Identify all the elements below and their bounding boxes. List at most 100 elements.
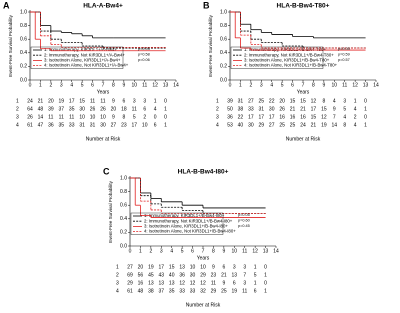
risk-count: 4 bbox=[354, 106, 357, 112]
risk-count: 27 bbox=[248, 98, 254, 104]
risk-row-label: 1 bbox=[16, 98, 19, 104]
risk-count: 8 bbox=[322, 98, 325, 104]
risk-table-label: Number at Risk bbox=[86, 136, 121, 142]
panel: C HLA-B-Bw4-I80+ Event-Free Survival Proba… bbox=[103, 166, 279, 308]
y-tick-label: 0.0 bbox=[120, 243, 127, 249]
risk-count: 17 bbox=[248, 114, 254, 120]
legend-label: 1: Immunotherapy, KIR3DL1+/A-Bw4+ bbox=[44, 47, 117, 52]
risk-count: 15 bbox=[300, 98, 306, 104]
x-tick-label: 11 bbox=[242, 248, 247, 254]
p-value: p=0.57 bbox=[338, 58, 350, 62]
risk-count: 0 bbox=[364, 98, 367, 104]
p-value: p=0.59 bbox=[338, 53, 350, 57]
risk-count: 1 bbox=[364, 106, 367, 112]
risk-count: 9 bbox=[112, 98, 115, 104]
risk-count: 7 bbox=[243, 272, 246, 278]
risk-count: 10 bbox=[200, 264, 206, 270]
risk-count: 24 bbox=[27, 98, 33, 104]
risk-count: 33 bbox=[248, 106, 254, 112]
risk-count: 36 bbox=[179, 272, 185, 278]
x-tick-label: 10 bbox=[232, 248, 238, 254]
risk-count: 31 bbox=[238, 98, 244, 104]
x-tick-label: 7 bbox=[202, 248, 205, 254]
risk-row-label: 4 bbox=[16, 122, 19, 128]
x-tick-label: 3 bbox=[160, 248, 163, 254]
risk-count: 15 bbox=[311, 114, 317, 120]
x-tick-label: 5 bbox=[181, 248, 184, 254]
risk-row-label: 2 bbox=[16, 106, 19, 112]
risk-count: 12 bbox=[200, 280, 206, 286]
risk-count: 11 bbox=[59, 114, 64, 120]
risk-count: 26 bbox=[90, 106, 96, 112]
risk-count: 12 bbox=[321, 114, 327, 120]
panel-label: C bbox=[103, 166, 110, 176]
risk-count: 56 bbox=[138, 272, 144, 278]
risk-count: 21 bbox=[38, 98, 44, 104]
risk-count: 11 bbox=[100, 98, 105, 104]
risk-count: 1 bbox=[164, 122, 167, 128]
x-axis-label: Years bbox=[197, 255, 210, 261]
risk-count: 16 bbox=[300, 114, 306, 120]
risk-count: 22 bbox=[238, 114, 244, 120]
chart-title: HLA-B-Bw4-T80+ bbox=[277, 3, 330, 10]
risk-count: 4 bbox=[333, 98, 336, 104]
panel-label: B bbox=[203, 0, 210, 10]
risk-count: 10 bbox=[142, 122, 148, 128]
y-tick-label: 0.2 bbox=[20, 64, 27, 70]
x-tick-label: 12 bbox=[352, 82, 358, 88]
risk-count: 11 bbox=[242, 288, 247, 294]
legend-label: 2: Immunotherapy, Not KIR3DL1+/B-Bw4-T80… bbox=[244, 52, 334, 57]
risk-count: 19 bbox=[232, 288, 238, 294]
risk-count: 3 bbox=[233, 264, 236, 270]
risk-count: 8 bbox=[343, 122, 346, 128]
risk-count: 37 bbox=[59, 106, 65, 112]
risk-count: 45 bbox=[148, 272, 154, 278]
risk-count: 13 bbox=[159, 280, 165, 286]
risk-count: 38 bbox=[148, 288, 154, 294]
x-tick-label: 12 bbox=[252, 248, 258, 254]
p-value: p=0.05 bbox=[238, 213, 250, 217]
risk-count: 15 bbox=[290, 98, 296, 104]
risk-count: 5 bbox=[133, 114, 136, 120]
y-tick-label: 0.8 bbox=[220, 23, 227, 29]
x-tick-label: 14 bbox=[373, 82, 379, 88]
risk-count: 4 bbox=[154, 106, 157, 112]
risk-count: 30 bbox=[248, 122, 254, 128]
risk-count: 27 bbox=[111, 122, 117, 128]
risk-row-label: 3 bbox=[116, 280, 119, 286]
risk-count: 3 bbox=[243, 280, 246, 286]
risk-count: 0 bbox=[164, 114, 167, 120]
risk-count: 31 bbox=[90, 122, 96, 128]
x-tick-label: 0 bbox=[229, 82, 232, 88]
risk-count: 12 bbox=[190, 280, 196, 286]
risk-count: 38 bbox=[238, 106, 244, 112]
legend-box bbox=[30, 46, 124, 69]
x-tick-label: 10 bbox=[132, 82, 138, 88]
risk-count: 1 bbox=[154, 98, 157, 104]
risk-count: 7 bbox=[333, 114, 336, 120]
risk-count: 20 bbox=[111, 106, 117, 112]
x-tick-label: 8 bbox=[312, 82, 315, 88]
risk-count: 13 bbox=[148, 280, 154, 286]
y-tick-label: 0.8 bbox=[20, 23, 27, 29]
risk-count: 1 bbox=[164, 106, 167, 112]
x-tick-label: 8 bbox=[212, 248, 215, 254]
y-tick-label: 0.0 bbox=[220, 77, 227, 83]
risk-count: 39 bbox=[227, 98, 233, 104]
risk-count: 17 bbox=[132, 122, 138, 128]
risk-count: 9 bbox=[222, 280, 225, 286]
risk-count: 37 bbox=[159, 288, 165, 294]
y-tick-label: 1.0 bbox=[20, 9, 27, 15]
panel: A HLA-A-Bw4+ Event-Free Survival Probabili… bbox=[3, 0, 179, 142]
risk-count: 27 bbox=[127, 264, 133, 270]
risk-count: 9 bbox=[212, 264, 215, 270]
y-tick-label: 0.8 bbox=[120, 189, 127, 195]
y-tick-label: 0.0 bbox=[20, 77, 27, 83]
x-tick-label: 4 bbox=[70, 82, 73, 88]
x-tick-label: 1 bbox=[239, 82, 242, 88]
x-tick-label: 3 bbox=[260, 82, 263, 88]
risk-count: 17 bbox=[69, 98, 75, 104]
risk-count: 20 bbox=[279, 98, 285, 104]
risk-count: 47 bbox=[38, 122, 44, 128]
